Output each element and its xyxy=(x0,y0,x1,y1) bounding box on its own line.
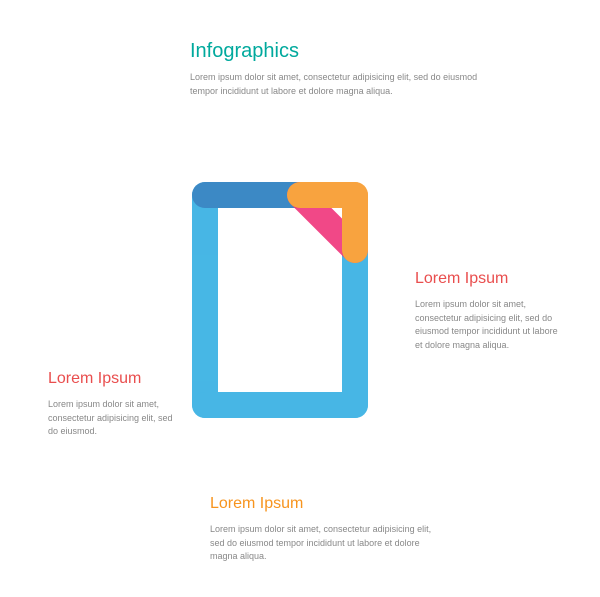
main-title: Infographics xyxy=(190,40,490,63)
section-bottom: Lorem Ipsum Lorem ipsum dolor sit amet, … xyxy=(210,495,440,564)
section-left-heading: Lorem Ipsum xyxy=(48,370,178,388)
header-body: Lorem ipsum dolor sit amet, consectetur … xyxy=(190,71,490,98)
header-section: Infographics Lorem ipsum dolor sit amet,… xyxy=(190,40,490,98)
section-bottom-heading: Lorem Ipsum xyxy=(210,495,440,513)
document-icon xyxy=(180,170,380,430)
section-left-body: Lorem ipsum dolor sit amet, consectetur … xyxy=(48,398,178,439)
section-right-body: Lorem ipsum dolor sit amet, consectetur … xyxy=(415,298,560,352)
section-right-heading: Lorem Ipsum xyxy=(415,270,560,288)
section-left: Lorem Ipsum Lorem ipsum dolor sit amet, … xyxy=(48,370,178,439)
section-bottom-body: Lorem ipsum dolor sit amet, consectetur … xyxy=(210,523,440,564)
section-right: Lorem Ipsum Lorem ipsum dolor sit amet, … xyxy=(415,270,560,352)
